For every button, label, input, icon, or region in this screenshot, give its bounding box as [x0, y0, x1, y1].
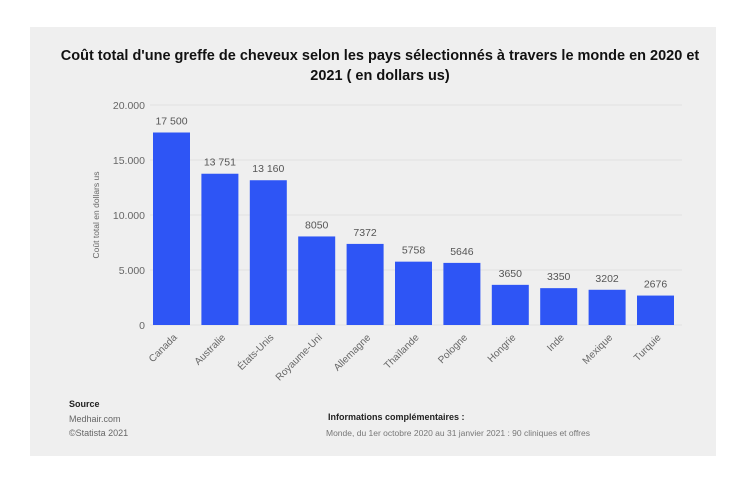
info-heading: Informations complémentaires :: [328, 412, 465, 422]
bar: [153, 132, 190, 325]
data-label: 3202: [595, 273, 619, 285]
data-label: 17 500: [155, 116, 187, 128]
data-label: 2676: [644, 279, 668, 291]
x-tick-label: Pologne: [436, 332, 470, 366]
source-line[interactable]: Medhair.com: [69, 414, 121, 424]
bar: [298, 236, 336, 325]
y-tick-label: 5.000: [119, 265, 145, 277]
chart-title: Coût total d'une greffe de cheveux selon…: [60, 48, 700, 84]
y-tick-label: 10.000: [113, 210, 145, 222]
y-tick-label: 15.000: [113, 155, 145, 167]
bar: [395, 261, 432, 325]
data-label: 5646: [450, 246, 474, 258]
y-axis-label: Coût total en dollars us: [91, 172, 101, 259]
bar: [588, 289, 626, 325]
x-tick-label: Allemagne: [332, 332, 373, 373]
bar: [540, 288, 578, 325]
bar: [346, 243, 384, 325]
bar: [249, 180, 287, 325]
x-tick-label: Inde: [545, 332, 567, 354]
y-tick-label: 20.000: [113, 100, 145, 112]
source-heading: Source: [69, 399, 100, 409]
data-label: 8050: [305, 219, 329, 231]
x-tick-label: Turquie: [632, 332, 664, 364]
data-label: 13 160: [252, 163, 284, 175]
data-label: 3350: [547, 271, 571, 283]
x-tick-label: Canada: [147, 332, 180, 365]
x-tick-label: Australie: [193, 332, 229, 368]
chart-panel: [30, 27, 716, 456]
x-tick-label: Mexique: [581, 332, 616, 367]
x-tick-label: Royaume-Uni: [274, 332, 325, 383]
copyright-line: ©Statista 2021: [69, 428, 129, 438]
x-tick-label: États-Unis: [235, 331, 277, 373]
data-label: 7372: [353, 227, 377, 239]
info-text: Monde, du 1er octobre 2020 au 31 janvier…: [326, 428, 590, 438]
x-tick-label: Thaïlande: [382, 332, 422, 372]
bar: [637, 295, 674, 325]
x-tick-label: Hongrie: [486, 332, 519, 365]
data-label: 5758: [402, 245, 426, 257]
data-label: 3650: [499, 268, 523, 280]
bar: [491, 284, 529, 325]
bar: [201, 173, 239, 325]
bar: [443, 262, 481, 325]
data-label: 13 751: [204, 157, 236, 169]
y-tick-label: 0: [139, 320, 145, 332]
